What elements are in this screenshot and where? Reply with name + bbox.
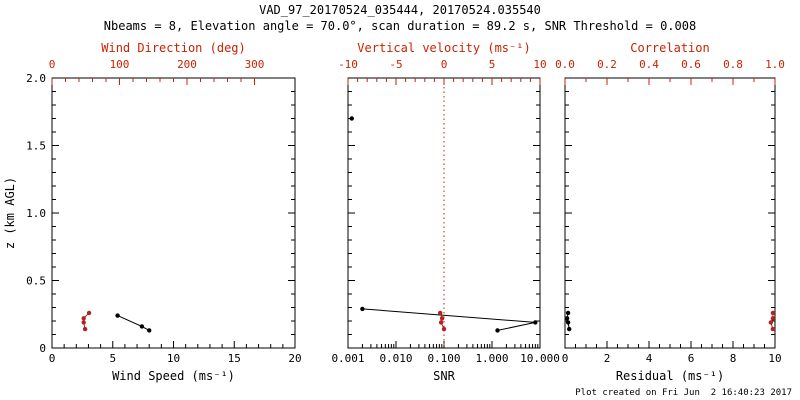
x-tick-label: 6 (688, 352, 695, 365)
series-line-wind-speed (117, 315, 150, 331)
top-axis-title: Vertical velocity (ms⁻¹) (357, 41, 530, 55)
panel-2: 0.001 0.010 0.100 1.000 10.000 -10 -5 0 5 10 SNR Ve… (331, 41, 559, 383)
top-tick-label: 10 (533, 58, 546, 71)
series-line-correlation (770, 312, 774, 330)
x-tick-label: 4 (646, 352, 653, 365)
data-point-wind-speed (115, 313, 120, 318)
data-point-wind-speed (147, 328, 152, 333)
data-point-wind-speed (139, 324, 145, 329)
data-point-vertical-velocity (438, 310, 443, 316)
data-point-correlation (770, 310, 776, 316)
top-tick-label: -10 (338, 58, 358, 71)
data-point-vertical-velocity (441, 326, 447, 332)
data-point-vertical-velocity (439, 316, 445, 321)
y-tick-label: 0.5 (26, 275, 46, 288)
plot-title: VAD_97_20170524_035444, 20170524.035540 (259, 3, 541, 17)
top-tick-label: 300 (245, 58, 265, 71)
top-tick-label: -5 (389, 58, 402, 71)
x-tick-label: 0.100 (427, 352, 460, 365)
top-tick-label: 5 (489, 58, 496, 71)
series-wind-speed (115, 313, 152, 333)
x-tick-label: 10 (167, 352, 180, 365)
top-tick-label: 0 (441, 58, 448, 71)
y-axis-title: z (km AGL) (3, 177, 17, 249)
top-tick-label: 0.0 (555, 58, 575, 71)
x-tick-label: 0.001 (331, 352, 364, 365)
top-tick-label: 100 (110, 58, 130, 71)
y-tick-label: 2.0 (26, 72, 46, 85)
panel-border (564, 77, 776, 349)
series-residual (564, 310, 572, 332)
y-tick-label: 1.0 (26, 207, 46, 220)
x-axis-title: SNR (433, 369, 455, 383)
series-snr-profile (360, 306, 538, 333)
data-point-wind-direction (81, 316, 86, 321)
data-point-correlation (770, 326, 776, 332)
top-axis-title: Correlation (630, 41, 709, 55)
x-tick-label: 1.000 (475, 352, 508, 365)
series-line-snr-profile (362, 308, 536, 331)
x-tick-label: 15 (228, 352, 241, 365)
panel-3: 0 2 4 6 8 10 0.0 0.2 0.4 0.6 0.8 1.0 Residual (ms⁻¹)… (555, 41, 785, 383)
data-point-wind-direction (86, 310, 92, 316)
data-point-wind-direction (81, 320, 86, 325)
data-point-wind-direction (82, 326, 88, 332)
x-tick-label: 5 (109, 352, 116, 365)
data-point-correlation (770, 316, 776, 321)
top-axis-title: Wind Direction (deg) (101, 41, 246, 55)
series-snr-isolated (349, 116, 354, 121)
plot-credit: Plot created on Fri Jun 2 16:40:23 2017 (575, 388, 792, 398)
data-point-snr-profile (533, 320, 538, 325)
top-tick-label: 0.6 (681, 58, 701, 71)
top-tick-label: 0.4 (639, 58, 659, 71)
series-vertical-velocity (438, 310, 447, 332)
x-tick-label: 20 (288, 352, 301, 365)
data-point-residual (565, 310, 571, 316)
top-tick-label: 0 (49, 58, 56, 71)
data-point-vertical-velocity (438, 320, 444, 325)
top-tick-label: 1.0 (765, 58, 785, 71)
panel-border (51, 77, 296, 349)
top-tick-label: 0.2 (597, 58, 617, 71)
top-tick-label: 200 (177, 58, 197, 71)
y-tick-label: 0 (39, 342, 46, 355)
x-axis-title: Residual (ms⁻¹) (616, 369, 724, 383)
x-tick-label: 0.010 (379, 352, 412, 365)
data-point-snr-isolated (349, 116, 354, 121)
data-point-snr-profile (495, 328, 500, 333)
x-tick-label: 0 (562, 352, 569, 365)
x-tick-label: 10.000 (520, 352, 560, 365)
data-point-snr-profile (360, 306, 365, 312)
data-point-residual (564, 316, 570, 321)
x-axis-title: Wind Speed (ms⁻¹) (112, 369, 235, 383)
series-wind-direction (81, 310, 92, 332)
x-tick-label: 2 (604, 352, 611, 365)
plot-subtitle: Nbeams = 8, Elevation angle = 70.0°, sca… (103, 19, 697, 33)
x-tick-label: 8 (730, 352, 737, 365)
top-tick-label: 0.8 (723, 58, 743, 71)
data-point-correlation (768, 320, 773, 325)
y-tick-label: 1.5 (26, 140, 46, 153)
x-tick-label: 10 (768, 352, 781, 365)
x-tick-label: 0 (49, 352, 56, 365)
data-point-residual (567, 326, 572, 332)
series-correlation (768, 310, 776, 332)
data-point-residual (565, 320, 571, 325)
